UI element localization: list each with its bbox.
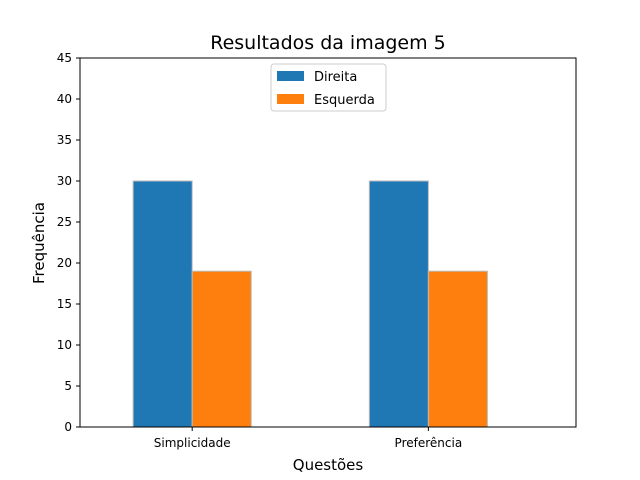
legend-label-direita: Direita xyxy=(314,70,357,85)
x-axis-ticks: Simplicidade Preferência xyxy=(154,427,462,450)
y-tick-label: 30 xyxy=(57,174,72,188)
bar-direita-preferência xyxy=(368,180,429,428)
x-tick-label: Simplicidade xyxy=(154,436,231,450)
y-axis-title: Frequência xyxy=(30,202,48,284)
y-tick-label: 45 xyxy=(57,51,72,65)
x-tick-label: Preferência xyxy=(395,436,463,450)
x-axis-title: Questões xyxy=(293,456,364,474)
y-tick-label: 35 xyxy=(57,133,72,147)
y-tick-label: 0 xyxy=(64,420,72,434)
bar-esquerda-preferência xyxy=(427,270,488,428)
chart-title: Resultados da imagem 5 xyxy=(210,32,446,54)
legend-swatch-direita xyxy=(277,71,304,81)
y-tick-label: 5 xyxy=(64,379,72,393)
y-axis-ticks: 0 5 10 15 20 25 30 35 40 45 xyxy=(57,51,80,434)
y-tick-label: 20 xyxy=(57,256,72,270)
legend-label-esquerda: Esquerda xyxy=(314,93,375,108)
y-tick-label: 15 xyxy=(57,297,72,311)
y-tick-label: 10 xyxy=(57,338,72,352)
bars-layer xyxy=(132,180,488,428)
bar-esquerda-simplicidade xyxy=(191,270,252,428)
y-tick-label: 40 xyxy=(57,92,72,106)
legend-swatch-esquerda xyxy=(277,94,304,104)
y-tick-label: 25 xyxy=(57,215,72,229)
legend: Direita Esquerda xyxy=(270,63,387,112)
plot-frame xyxy=(79,57,577,428)
bar-direita-simplicidade xyxy=(132,180,193,428)
